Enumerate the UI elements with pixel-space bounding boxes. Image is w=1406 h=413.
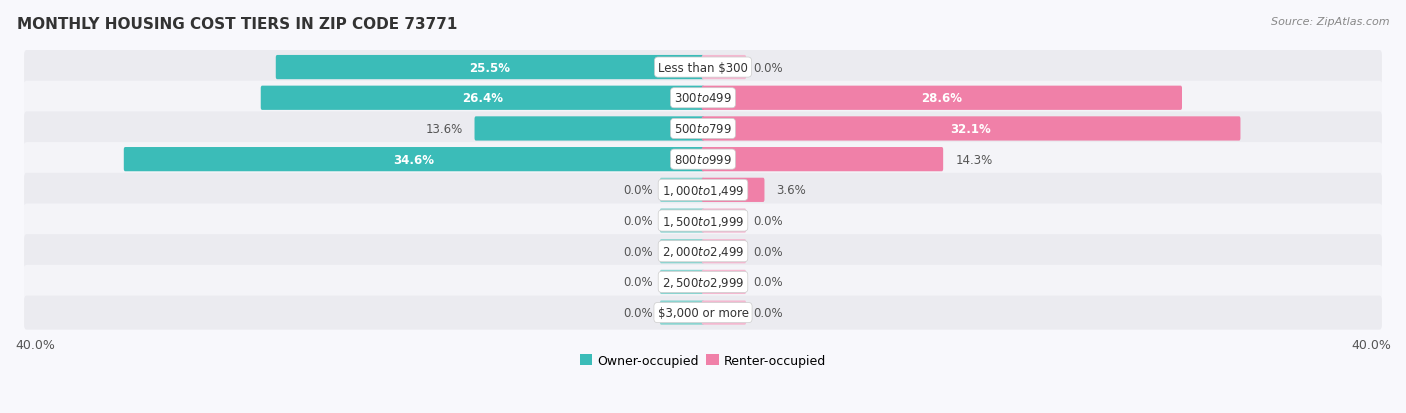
Text: 0.0%: 0.0%	[623, 276, 652, 289]
Text: 25.5%: 25.5%	[470, 62, 510, 74]
FancyBboxPatch shape	[659, 270, 704, 294]
Text: 0.0%: 0.0%	[623, 245, 652, 258]
Text: $500 to $799: $500 to $799	[673, 123, 733, 135]
Text: 26.4%: 26.4%	[463, 92, 503, 105]
Text: 0.0%: 0.0%	[623, 184, 652, 197]
FancyBboxPatch shape	[702, 209, 747, 233]
Text: 28.6%: 28.6%	[921, 92, 962, 105]
FancyBboxPatch shape	[24, 112, 1382, 146]
FancyBboxPatch shape	[24, 173, 1382, 207]
FancyBboxPatch shape	[702, 178, 765, 202]
Text: 0.0%: 0.0%	[754, 62, 783, 74]
Text: 0.0%: 0.0%	[623, 214, 652, 228]
Text: $1,500 to $1,999: $1,500 to $1,999	[662, 214, 744, 228]
FancyBboxPatch shape	[276, 56, 704, 80]
Text: $800 to $999: $800 to $999	[673, 153, 733, 166]
Text: Less than $300: Less than $300	[658, 62, 748, 74]
FancyBboxPatch shape	[24, 265, 1382, 299]
FancyBboxPatch shape	[702, 301, 747, 325]
FancyBboxPatch shape	[24, 143, 1382, 177]
FancyBboxPatch shape	[702, 86, 1182, 111]
Text: 0.0%: 0.0%	[754, 214, 783, 228]
FancyBboxPatch shape	[702, 270, 747, 294]
FancyBboxPatch shape	[659, 209, 704, 233]
Text: $1,000 to $1,499: $1,000 to $1,499	[662, 183, 744, 197]
FancyBboxPatch shape	[474, 117, 704, 141]
Text: 13.6%: 13.6%	[425, 123, 463, 135]
Legend: Owner-occupied, Renter-occupied: Owner-occupied, Renter-occupied	[575, 349, 831, 372]
Text: $300 to $499: $300 to $499	[673, 92, 733, 105]
FancyBboxPatch shape	[124, 148, 704, 172]
FancyBboxPatch shape	[24, 296, 1382, 330]
FancyBboxPatch shape	[702, 56, 747, 80]
Text: 0.0%: 0.0%	[623, 306, 652, 319]
FancyBboxPatch shape	[659, 301, 704, 325]
FancyBboxPatch shape	[702, 240, 747, 263]
Text: $3,000 or more: $3,000 or more	[658, 306, 748, 319]
Text: $2,000 to $2,499: $2,000 to $2,499	[662, 244, 744, 259]
Text: MONTHLY HOUSING COST TIERS IN ZIP CODE 73771: MONTHLY HOUSING COST TIERS IN ZIP CODE 7…	[17, 17, 457, 31]
Text: $2,500 to $2,999: $2,500 to $2,999	[662, 275, 744, 289]
FancyBboxPatch shape	[24, 51, 1382, 85]
FancyBboxPatch shape	[24, 235, 1382, 268]
Text: 0.0%: 0.0%	[754, 245, 783, 258]
FancyBboxPatch shape	[260, 86, 704, 111]
Text: 0.0%: 0.0%	[754, 276, 783, 289]
FancyBboxPatch shape	[24, 81, 1382, 116]
FancyBboxPatch shape	[659, 178, 704, 202]
Text: 32.1%: 32.1%	[950, 123, 991, 135]
FancyBboxPatch shape	[702, 148, 943, 172]
FancyBboxPatch shape	[24, 204, 1382, 238]
FancyBboxPatch shape	[702, 117, 1240, 141]
Text: 14.3%: 14.3%	[955, 153, 993, 166]
Text: 3.6%: 3.6%	[776, 184, 806, 197]
Text: 0.0%: 0.0%	[754, 306, 783, 319]
Text: Source: ZipAtlas.com: Source: ZipAtlas.com	[1271, 17, 1389, 26]
Text: 34.6%: 34.6%	[394, 153, 434, 166]
FancyBboxPatch shape	[659, 240, 704, 263]
